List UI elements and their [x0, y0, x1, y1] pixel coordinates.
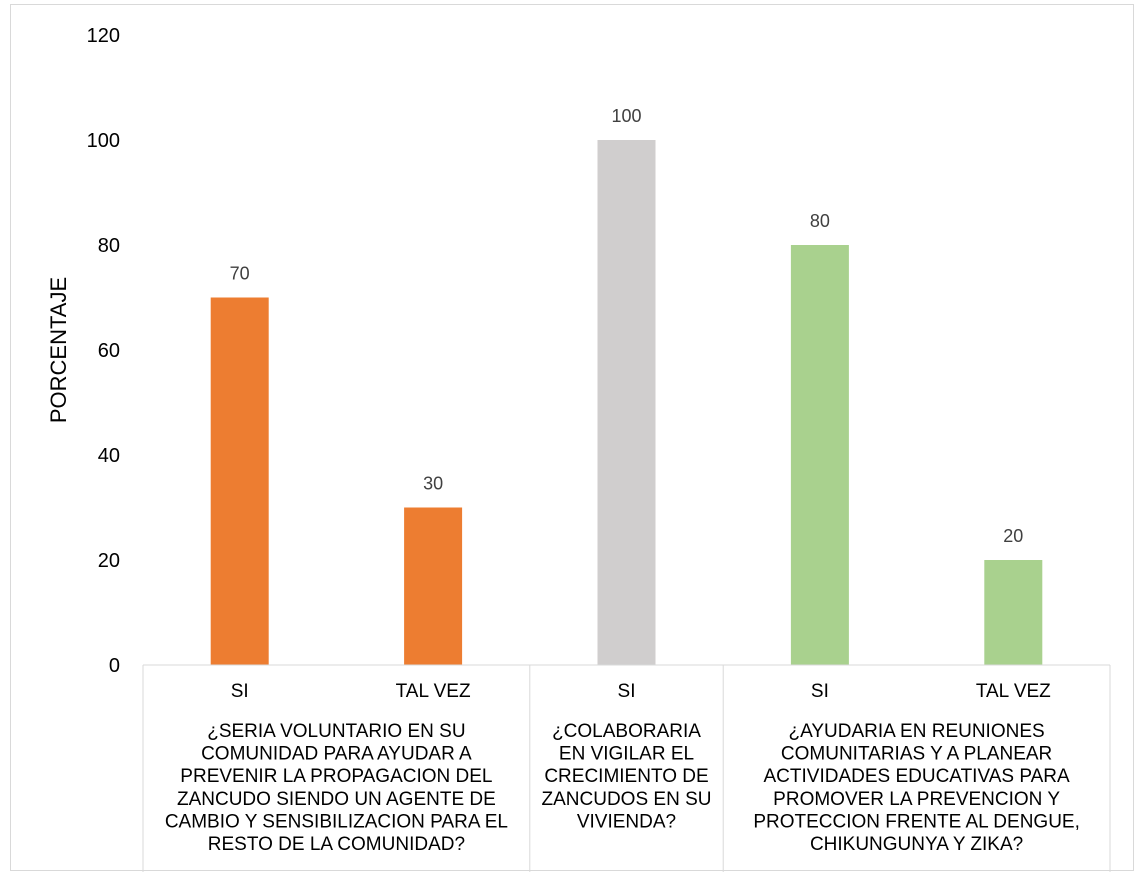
y-tick-label: 80: [98, 235, 120, 257]
group-label-line: RESTO DE LA COMUNIDAD?: [208, 834, 465, 855]
bar: [404, 507, 463, 665]
group-label-line: CRECIMIENTO DE: [544, 766, 708, 787]
y-tick-label: 60: [98, 340, 120, 362]
y-tick-label: 100: [87, 130, 120, 152]
group-label-line: CHIKUNGUNYA Y ZIKA?: [810, 834, 1023, 855]
group-label-line: EN VIGILAR EL: [559, 744, 694, 765]
category-label: SI: [811, 681, 829, 702]
data-label: 20: [1003, 526, 1023, 546]
bars: [210, 140, 1043, 665]
data-labels: 70 30 100 80 20: [230, 106, 1024, 546]
group-label-line: CAMBIO Y SENSIBILIZACION PARA EL: [165, 811, 508, 832]
y-tick-label: 40: [98, 445, 120, 467]
group-label-line: PROTECCION FRENTE AL DENGUE,: [753, 811, 1080, 832]
group-label: ¿SERIA VOLUNTARIO EN SU COMUNIDAD PARA AY…: [165, 721, 508, 855]
category-label: SI: [618, 681, 636, 702]
x-axis: [142, 664, 1111, 872]
bar: [597, 140, 656, 665]
y-tick-label: 120: [87, 25, 120, 47]
group-label-line: VIVIENDA?: [577, 811, 676, 832]
group-label-line: ¿SERIA VOLUNTARIO EN SU: [207, 721, 465, 742]
group-labels: ¿SERIA VOLUNTARIO EN SU COMUNIDAD PARA AY…: [165, 721, 1080, 855]
category-labels: SI TAL VEZ SI SI TAL VEZ: [231, 681, 1051, 702]
category-label: TAL VEZ: [976, 681, 1051, 702]
bar: [210, 297, 269, 665]
data-label: 70: [230, 264, 250, 284]
group-label: ¿AYUDARIA EN REUNIONES COMUNITARIAS Y A P…: [753, 721, 1080, 855]
chart-frame: [10, 4, 1134, 871]
data-label: 30: [423, 474, 443, 494]
group-label-line: ¿AYUDARIA EN REUNIONES: [788, 721, 1044, 742]
group-label-line: ¿COLABORARIA: [552, 721, 701, 742]
group-label-line: COMUNIDAD PARA AYUDAR A: [201, 744, 472, 765]
bar: [790, 245, 849, 665]
bar: [984, 560, 1043, 665]
y-tick-label: 20: [98, 550, 120, 572]
y-axis-ticks: 0 20 40 60 80 100 120: [87, 25, 120, 677]
y-tick-label: 0: [109, 655, 120, 677]
category-label: TAL VEZ: [396, 681, 471, 702]
group-label-line: PREVENIR LA PROPAGACION DEL: [180, 766, 492, 787]
category-label: SI: [231, 681, 249, 702]
group-label-line: PROMOVER LA PREVENCION Y: [773, 789, 1060, 810]
group-label-line: ACTIVIDADES EDUCATIVAS PARA: [764, 766, 1070, 787]
group-label-line: COMUNITARIAS Y A PLANEAR: [781, 744, 1052, 765]
group-label: ¿COLABORARIA EN VIGILAR EL CRECIMIENTO DE Z…: [542, 721, 712, 832]
group-label-line: ZANCUDO SIENDO UN AGENTE DE: [177, 789, 496, 810]
y-axis-label: PORCENTAJE: [46, 277, 71, 423]
data-label: 80: [810, 211, 830, 231]
group-label-line: ZANCUDOS EN SU: [542, 789, 712, 810]
data-label: 100: [611, 106, 641, 126]
